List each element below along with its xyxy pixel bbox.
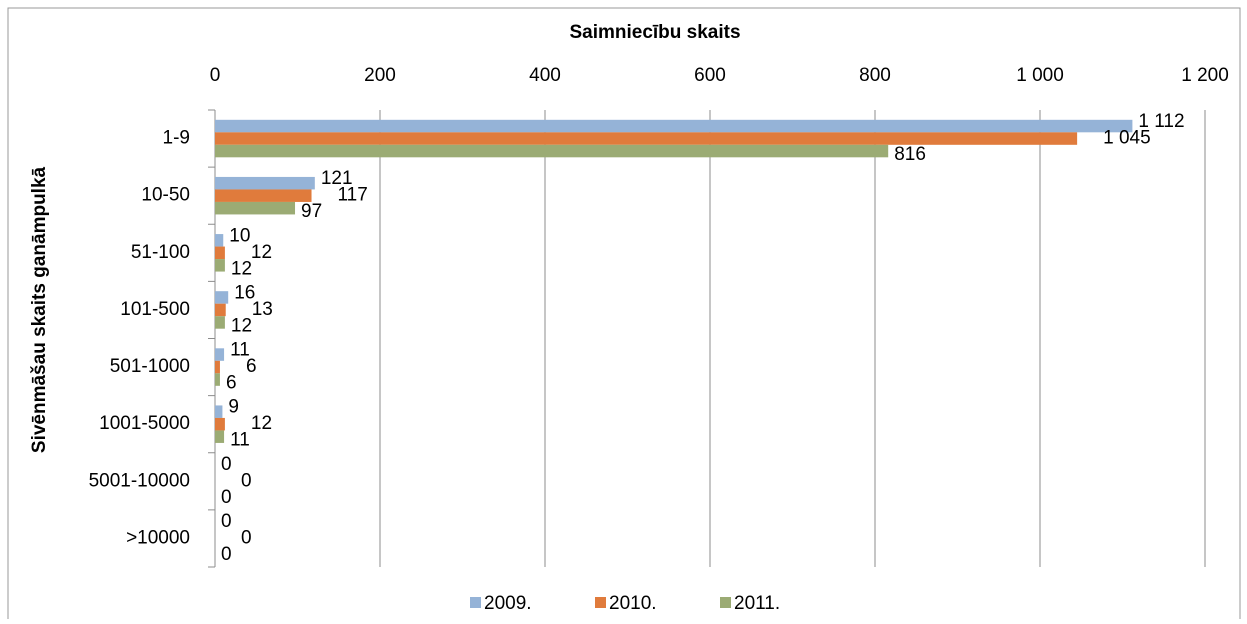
data-label: 12 <box>251 413 272 434</box>
data-label: 10 <box>229 225 250 246</box>
legend-label: 2011. <box>734 593 780 614</box>
bar <box>215 189 312 202</box>
legend-swatch <box>470 597 481 608</box>
bar <box>215 417 225 431</box>
bar <box>215 119 1133 133</box>
data-label: 117 <box>338 185 368 206</box>
data-label: 9 <box>228 397 239 418</box>
data-label: 12 <box>231 258 252 279</box>
data-label: 6 <box>246 356 257 377</box>
data-label: 0 <box>221 511 232 532</box>
data-label: 1 045 <box>1103 128 1151 149</box>
bar <box>215 303 226 317</box>
data-label: 11 <box>230 430 250 451</box>
bar <box>215 144 889 158</box>
data-label: 816 <box>894 144 926 165</box>
data-label: 0 <box>221 544 232 565</box>
x-tick-label: 0 <box>210 65 221 86</box>
y-axis-label: Sivēnmāšau skaits ganāmpulkā <box>29 166 50 453</box>
legend-label: 2010. <box>609 593 657 614</box>
x-tick-label: 400 <box>529 65 561 86</box>
y-tick-label: 1001-5000 <box>99 413 190 434</box>
data-label: 16 <box>234 282 255 303</box>
bar <box>215 234 224 247</box>
data-label: 1 112 <box>1138 111 1184 132</box>
y-tick-label: 101-500 <box>120 299 190 320</box>
bar <box>215 176 315 190</box>
data-label: 0 <box>221 487 232 508</box>
bar <box>215 259 225 272</box>
data-label: 13 <box>252 299 273 320</box>
bar <box>215 430 225 443</box>
data-label: 6 <box>226 373 237 394</box>
data-label: 0 <box>241 527 252 548</box>
bar <box>215 360 220 374</box>
data-label: 121 <box>321 168 353 189</box>
chart-title: Saimniecību skaits <box>569 22 740 43</box>
data-label: 12 <box>231 315 252 336</box>
data-label: 12 <box>251 242 272 263</box>
x-tick-label: 800 <box>859 65 891 86</box>
bar <box>215 316 225 329</box>
bar <box>215 348 225 361</box>
bar <box>215 373 220 386</box>
y-tick-label: 5001-10000 <box>89 470 190 491</box>
y-tick-label: 1-9 <box>163 128 190 149</box>
frame <box>7 7 1241 619</box>
bar <box>215 291 229 304</box>
legend-swatch <box>720 597 731 608</box>
legend-label: 2009. <box>484 593 532 614</box>
x-tick-label: 200 <box>364 65 396 86</box>
data-label: 0 <box>221 454 232 475</box>
y-tick-label: >10000 <box>126 527 190 548</box>
y-tick-label: 10-50 <box>141 185 190 206</box>
bar <box>215 201 296 215</box>
bar <box>215 132 1078 145</box>
x-tick-label: 1 200 <box>1181 65 1229 86</box>
data-label: 11 <box>230 340 250 361</box>
x-tick-label: 600 <box>694 65 726 86</box>
bar <box>215 246 225 260</box>
y-tick-label: 501-1000 <box>110 356 190 377</box>
x-tick-label: 1 000 <box>1016 65 1064 86</box>
legend-swatch <box>595 597 606 608</box>
data-label: 97 <box>301 201 322 222</box>
data-label: 0 <box>241 470 252 491</box>
y-tick-label: 51-100 <box>131 242 190 263</box>
bar <box>215 405 223 418</box>
